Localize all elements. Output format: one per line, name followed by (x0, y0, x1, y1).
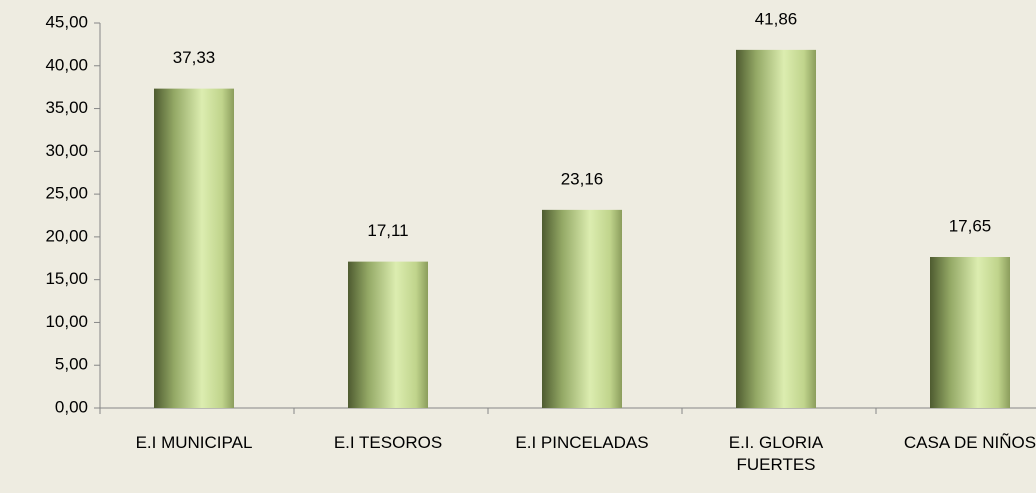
y-tick-label: 0,00 (55, 397, 88, 416)
y-tick-label: 5,00 (55, 355, 88, 374)
y-tick-label: 20,00 (45, 226, 88, 245)
y-tick-label: 25,00 (45, 184, 88, 203)
data-label: 17,65 (949, 216, 992, 235)
bar (930, 256, 1010, 408)
x-tick-label: E.I TESOROS (333, 433, 443, 452)
data-label: 17,11 (367, 221, 408, 240)
bar (542, 209, 622, 408)
x-tick-label: E.I MUNICIPAL (135, 433, 253, 452)
y-tick-label: 45,00 (45, 12, 88, 31)
y-tick-label: 30,00 (45, 141, 88, 160)
data-label: 37,33 (173, 48, 216, 67)
y-tick-label: 10,00 (45, 312, 88, 331)
x-tick-label: E.I. GLORIA FUERTES (728, 433, 824, 474)
bar (154, 88, 234, 409)
y-tick-label: 15,00 (45, 269, 88, 288)
x-tick-label: CASA DE NIÑOS (903, 433, 1036, 452)
data-label: 41,86 (755, 9, 798, 28)
x-tick-label: E.I PINCELADAS (515, 433, 649, 452)
bar (736, 49, 816, 409)
y-tick-label: 35,00 (45, 98, 88, 117)
y-tick-label: 40,00 (45, 55, 88, 74)
data-label: 23,16 (561, 169, 604, 188)
bar (348, 261, 428, 408)
